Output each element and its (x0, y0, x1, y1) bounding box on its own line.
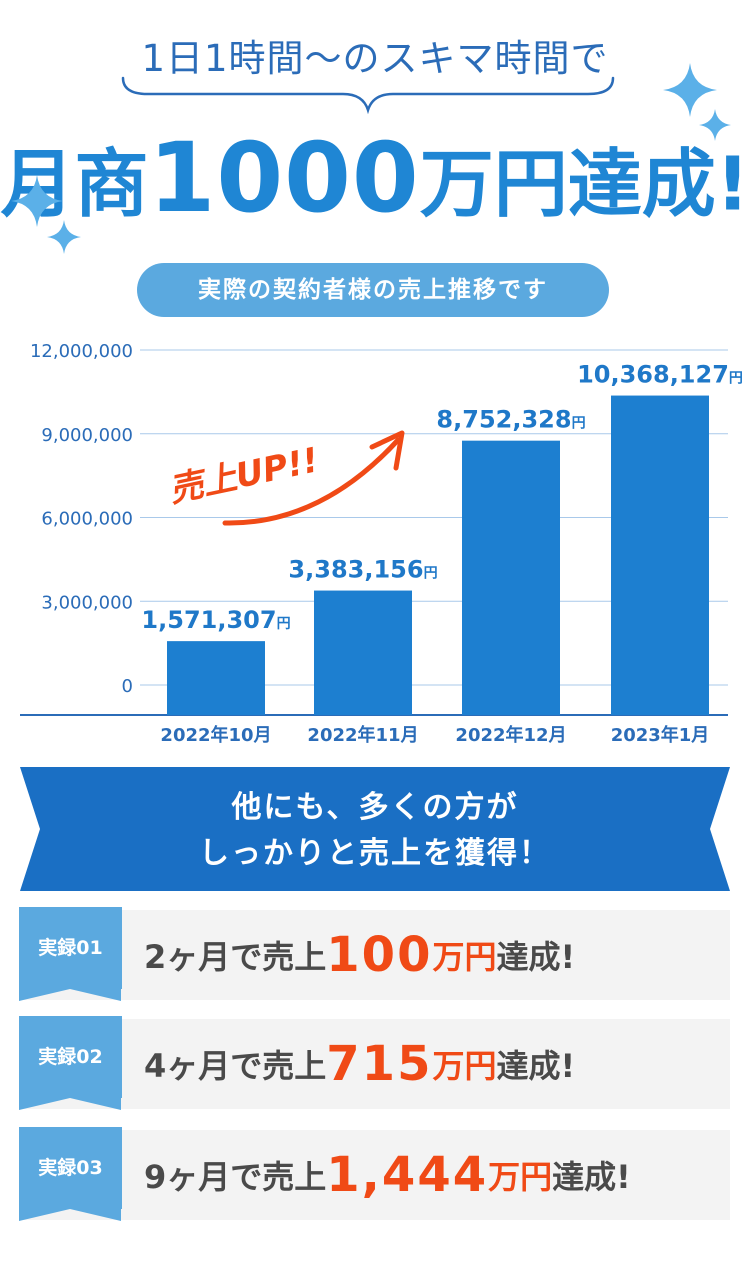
sparkle-icon (11, 175, 63, 227)
data-label-unit: 円 (277, 616, 291, 632)
subtitle: 1日1時間〜のスキマ時間で (141, 37, 609, 80)
record-text: 4ヶ月で売上715万円達成! (144, 1019, 575, 1109)
sparkle-icon (699, 109, 731, 141)
record-amount: 715 (326, 1036, 433, 1092)
record-tag (19, 907, 122, 989)
y-tick-label: 12,000,000 (30, 341, 133, 362)
record-tag (19, 1127, 122, 1209)
trend-arrow-head (369, 430, 405, 471)
data-label: 10,368,127円 (577, 361, 743, 389)
record-tag-label: 実録02 (38, 1046, 103, 1068)
record-prefix: 2ヶ月で売上 (144, 938, 327, 976)
record-amount: 1,444 (326, 1147, 489, 1203)
bar (314, 590, 412, 715)
headline-number: 1000 (148, 122, 420, 234)
record-prefix: 9ヶ月で売上 (144, 1158, 327, 1196)
data-label-unit: 円 (729, 371, 743, 387)
bar (611, 395, 709, 715)
record-suffix: 達成! (496, 938, 576, 976)
annotation-text: 売上UP!! (166, 440, 323, 511)
record-prefix: 4ヶ月で売上 (144, 1047, 327, 1085)
y-tick-label: 9,000,000 (41, 425, 133, 446)
record-text: 2ヶ月で売上100万円達成! (144, 910, 575, 1000)
x-tick-label: 2022年10月 (160, 724, 271, 746)
record-suffix: 達成! (496, 1047, 576, 1085)
y-tick-label: 3,000,000 (41, 592, 133, 613)
banner-line-2: しっかりと売上を獲得！ (199, 836, 551, 871)
bar (167, 641, 265, 715)
banner-line-1: 他にも、多くの方が (231, 790, 519, 825)
sparkle-icon (47, 220, 81, 254)
record-unit: 万円 (488, 1158, 553, 1196)
record-amount: 100 (326, 927, 433, 983)
headline-prefix: 月商 (0, 141, 149, 228)
sparkle-icon (663, 63, 717, 117)
headline: 月商1000万円達成! (0, 122, 750, 234)
record-unit: 万円 (432, 938, 497, 976)
record-tag-label: 実録01 (38, 937, 103, 959)
y-tick-label: 0 (122, 676, 133, 697)
bar (462, 440, 560, 715)
record-tag-tail (19, 1209, 121, 1221)
record-text: 9ヶ月で売上1,444万円達成! (144, 1130, 631, 1220)
record-card-1: 実録01 2ヶ月で売上100万円達成! (19, 907, 730, 1001)
record-tag-tail (19, 1098, 121, 1110)
data-label: 1,571,307円 (141, 606, 290, 634)
banner-text: 他にも、多くの方が しっかりと売上を獲得！ (0, 785, 750, 877)
speech-brace (121, 76, 615, 115)
data-label-unit: 円 (424, 566, 438, 582)
chart-caption-badge: 実際の契約者様の売上推移です (137, 263, 609, 317)
x-tick-label: 2022年11月 (307, 724, 418, 746)
sales-bar-chart: 0 3,000,000 6,000,000 9,000,000 12,000,000 1,… (20, 341, 743, 746)
y-tick-label: 6,000,000 (41, 509, 133, 530)
data-label-unit: 円 (572, 416, 586, 432)
x-tick-label: 2022年12月 (455, 724, 566, 746)
ribbon-banner (20, 767, 730, 891)
headline-suffix: 万円達成! (419, 141, 750, 228)
record-card-3: 実録03 9ヶ月で売上1,444万円達成! (19, 1127, 730, 1221)
data-label: 8,752,328円 (436, 406, 585, 434)
record-tag-label: 実録03 (38, 1157, 103, 1179)
record-card-2: 実録02 4ヶ月で売上715万円達成! (19, 1016, 730, 1110)
trend-arrow (222, 437, 401, 526)
record-suffix: 達成! (552, 1158, 631, 1196)
x-tick-label: 2023年1月 (611, 724, 710, 746)
record-tag (19, 1016, 122, 1098)
record-unit: 万円 (432, 1047, 497, 1085)
data-label: 3,383,156円 (288, 556, 437, 584)
record-tag-tail (19, 989, 121, 1001)
